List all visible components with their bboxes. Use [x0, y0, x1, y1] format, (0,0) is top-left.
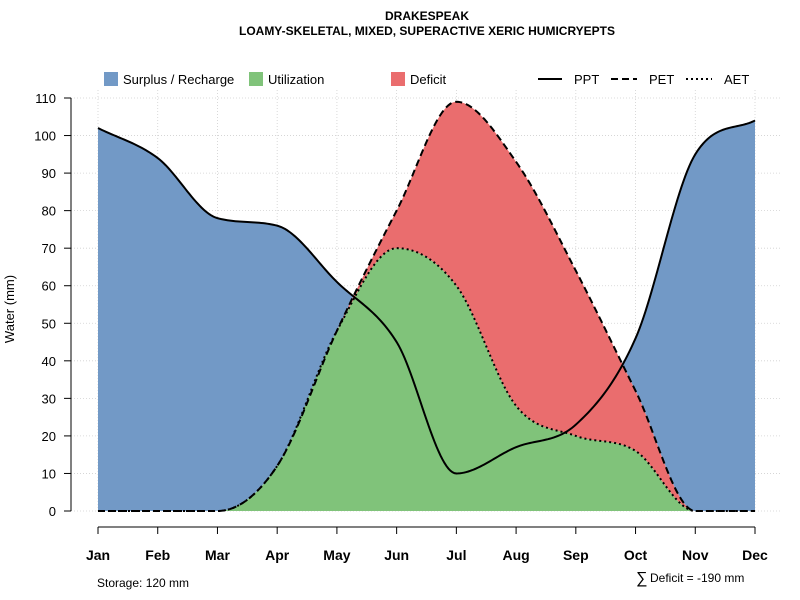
- series-line-aet: [98, 247, 755, 512]
- y-tick-label-50: 50: [42, 316, 56, 331]
- series-line-pet: [98, 100, 755, 512]
- x-tick-label-jan: Jan: [86, 547, 110, 563]
- y-tick-label-90: 90: [42, 166, 56, 181]
- y-tick-label-60: 60: [42, 279, 56, 294]
- storage-note: Storage: 120 mm: [97, 576, 189, 590]
- sum-symbol: ∑: [636, 570, 647, 587]
- y-tick-label-40: 40: [42, 354, 56, 369]
- legend-swatch-surplus: [104, 72, 118, 86]
- x-tick-label-apr: Apr: [265, 547, 290, 563]
- y-axis: 0 10 20 30 40 50 60 70 80 90 100 110: [34, 91, 72, 519]
- y-axis-label: Water (mm): [2, 275, 17, 343]
- y-tick-label-70: 70: [42, 241, 56, 256]
- legend-swatch-utilization: [249, 72, 263, 86]
- area-surplus-recharge: [98, 101, 755, 511]
- x-tick-label-aug: Aug: [502, 547, 529, 563]
- y-tick-label-80: 80: [42, 204, 56, 219]
- x-tick-label-feb: Feb: [145, 547, 170, 563]
- x-tick-label-jul: Jul: [446, 547, 466, 563]
- x-tick-label-nov: Nov: [682, 547, 709, 563]
- plot-areas: [98, 101, 755, 511]
- y-tick-label-30: 30: [42, 391, 56, 406]
- x-tick-label-dec: Dec: [742, 547, 768, 563]
- legend-label-ppt: PPT: [574, 72, 599, 87]
- x-tick-label-sep: Sep: [563, 547, 589, 563]
- legend-label-utilization: Utilization: [268, 72, 324, 87]
- legend-label-surplus: Surplus / Recharge: [123, 72, 234, 87]
- legend: Surplus / Recharge Utilization Deficit P…: [104, 72, 749, 87]
- deficit-note: Deficit = -190 mm: [650, 571, 744, 585]
- chart-title: DRAKESPEAK: [385, 9, 469, 23]
- legend-label-pet: PET: [649, 72, 674, 87]
- series-line-ppt: [97, 119, 756, 475]
- y-tick-label-0: 0: [49, 504, 56, 519]
- x-tick-label-may: May: [323, 547, 350, 563]
- y-tick-label-100: 100: [34, 129, 56, 144]
- plot-lines: [97, 100, 756, 512]
- area-utilization: [98, 248, 755, 511]
- legend-swatch-deficit: [391, 72, 405, 86]
- x-tick-label-jun: Jun: [384, 547, 409, 563]
- y-tick-label-110: 110: [35, 91, 56, 106]
- chart-subtitle: LOAMY-SKELETAL, MIXED, SUPERACTIVE XERIC…: [239, 24, 615, 38]
- legend-label-deficit: Deficit: [410, 72, 447, 87]
- legend-label-aet: AET: [724, 72, 749, 87]
- y-tick-label-20: 20: [42, 429, 56, 444]
- x-tick-label-mar: Mar: [205, 547, 230, 563]
- x-tick-label-oct: Oct: [624, 547, 648, 563]
- y-tick-label-10: 10: [42, 466, 56, 481]
- x-axis: Jan Feb Mar Apr May Jun Jul Aug Sep Oct Nov Dec: [86, 526, 768, 563]
